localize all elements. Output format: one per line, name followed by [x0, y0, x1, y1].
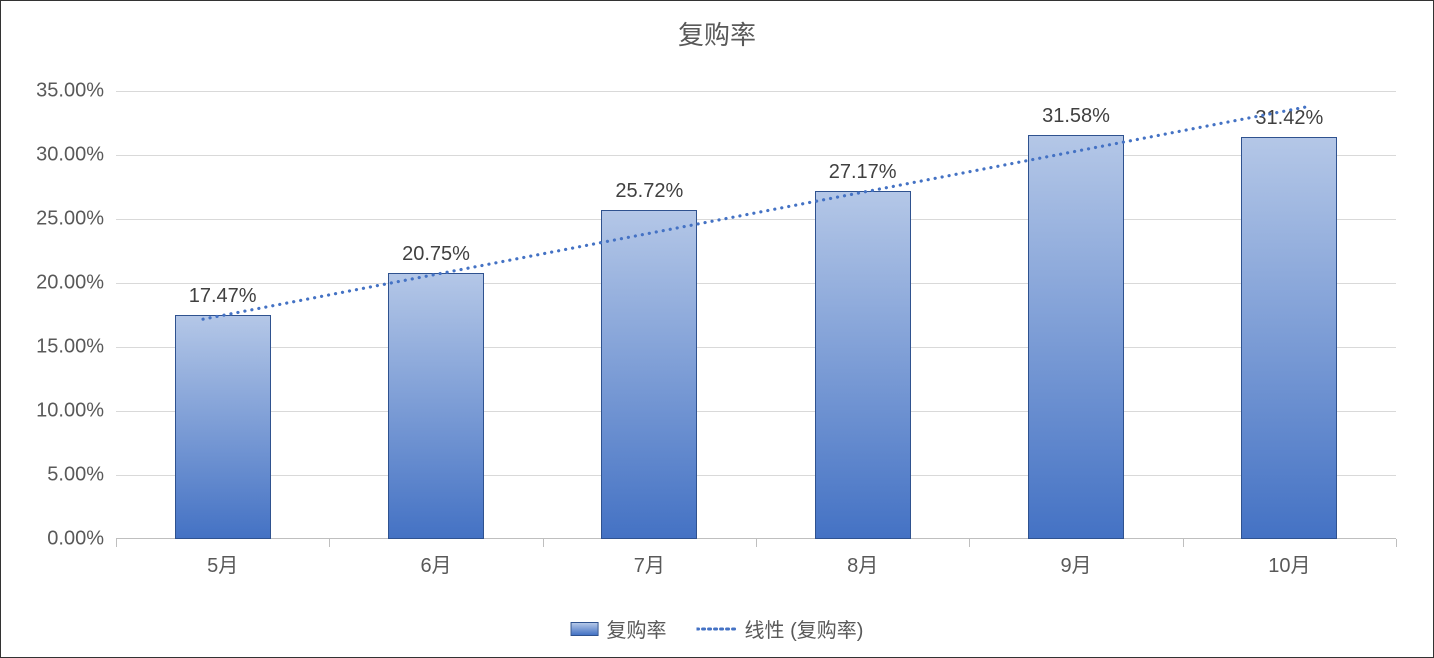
bar-value-label: 25.72% [615, 180, 683, 203]
legend-swatch-bar-icon [571, 622, 599, 636]
gridline [116, 347, 1396, 348]
legend-label-bar: 复购率 [607, 614, 667, 643]
gridline [116, 219, 1396, 220]
y-axis: 0.00%5.00%10.00%15.00%20.00%25.00%30.00%… [1, 91, 116, 539]
plot-area: 17.47% 20.75% 25.72% 27.17% 31.58% 31.42% [116, 91, 1396, 539]
x-axis-label: 8月 [847, 549, 878, 578]
bar [388, 273, 484, 539]
x-tick [756, 539, 757, 547]
y-tick-label: 25.00% [36, 208, 104, 231]
gridline [116, 91, 1396, 92]
x-tick [116, 539, 117, 547]
x-tick [329, 539, 330, 547]
gridline [116, 155, 1396, 156]
bar-value-label: 31.58% [1042, 105, 1110, 128]
x-axis-label: 7月 [634, 549, 665, 578]
y-tick-label: 35.00% [36, 80, 104, 103]
bar [175, 315, 271, 539]
bar-value-label: 27.17% [829, 161, 897, 184]
legend: 复购率 线性 (复购率) [571, 614, 864, 643]
y-tick-label: 20.00% [36, 272, 104, 295]
x-tick [1183, 539, 1184, 547]
bar-value-label: 31.42% [1255, 107, 1323, 130]
x-axis-label: 5月 [207, 549, 238, 578]
x-tick [543, 539, 544, 547]
x-axis-label: 9月 [1060, 549, 1091, 578]
x-tick [1396, 539, 1397, 547]
trendline [116, 91, 1396, 539]
chart-title: 复购率 [678, 15, 756, 52]
y-tick-label: 0.00% [47, 528, 104, 551]
chart-container: 复购率 0.00% 5.00% 10.00% 15.00% 20.00% 25.00% 30… [0, 0, 1434, 658]
bar [1028, 135, 1124, 539]
bar-value-label: 20.75% [402, 243, 470, 266]
x-axis-label: 10月 [1268, 549, 1310, 578]
y-tick-label: 15.00% [36, 336, 104, 359]
gridline [116, 283, 1396, 284]
legend-item-bar: 复购率 [571, 614, 667, 643]
y-tick-label: 30.00% [36, 144, 104, 167]
bar-value-label: 17.47% [189, 285, 257, 308]
y-tick-label: 5.00% [47, 464, 104, 487]
x-tick [969, 539, 970, 547]
bar [601, 210, 697, 539]
bar [815, 191, 911, 539]
legend-label-trend: 线性 (复购率) [745, 614, 864, 643]
x-axis-label: 6月 [420, 549, 451, 578]
y-tick-label: 10.00% [36, 400, 104, 423]
legend-item-trend: 线性 (复购率) [697, 614, 864, 643]
bar [1241, 137, 1337, 539]
legend-swatch-line-icon [697, 622, 737, 636]
gridline [116, 475, 1396, 476]
gridline [116, 411, 1396, 412]
